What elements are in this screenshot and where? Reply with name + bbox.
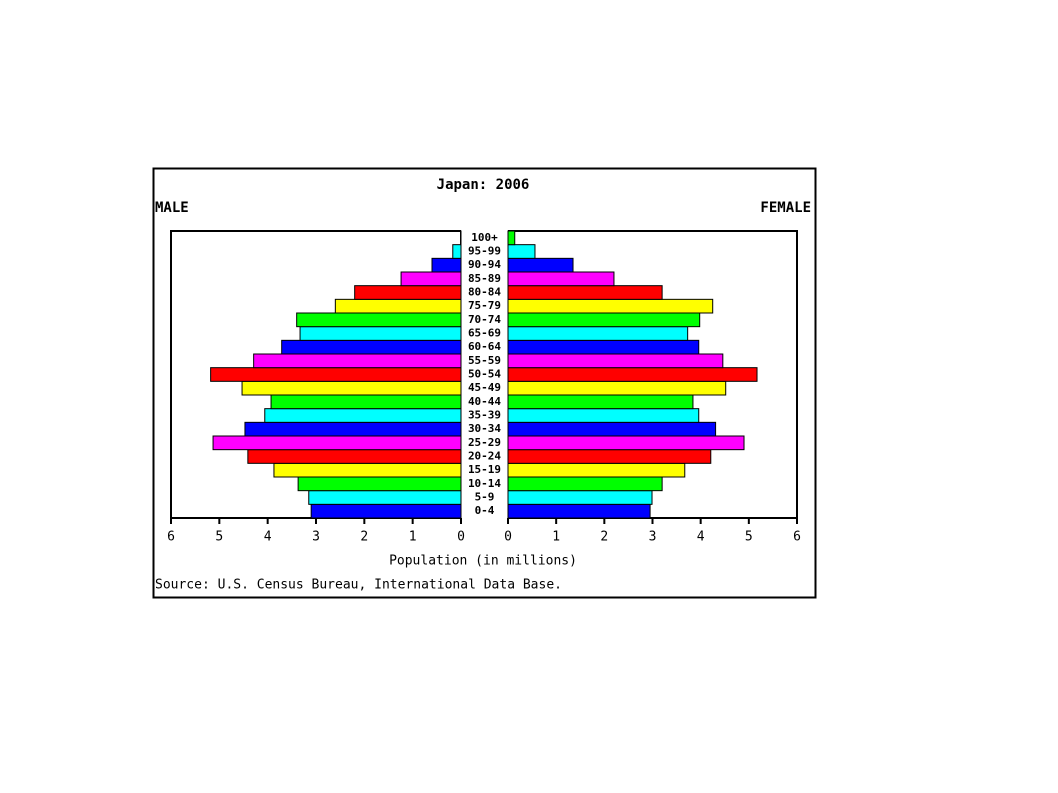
- source-note: Source: U.S. Census Bureau, Internationa…: [155, 578, 562, 593]
- male-bar: [270, 394, 462, 410]
- male-bar: [281, 339, 462, 355]
- age-label: 45-49: [468, 381, 501, 394]
- male-bar: [247, 449, 462, 464]
- x-tick-label: 2: [360, 530, 368, 545]
- x-tick-label: 0: [504, 530, 512, 545]
- male-bar: [308, 490, 462, 505]
- x-tick-label: 3: [312, 530, 320, 545]
- x-tick-label: 5: [215, 530, 223, 545]
- female-bar: [507, 462, 686, 478]
- x-tick-label: 4: [697, 530, 705, 545]
- female-bar: [507, 435, 745, 451]
- male-bar: [400, 271, 462, 287]
- age-label: 75-79: [468, 299, 501, 312]
- female-bar: [507, 503, 651, 519]
- age-label: 10-14: [468, 477, 501, 490]
- male-bar: [310, 503, 462, 519]
- age-label: 30-34: [468, 422, 501, 435]
- x-tick-label: 6: [793, 530, 801, 545]
- female-bar: [507, 394, 694, 410]
- female-bar: [507, 449, 712, 464]
- male-label: MALE: [155, 200, 189, 216]
- x-tick-label: 5: [745, 530, 753, 545]
- x-tick-label: 6: [167, 530, 175, 545]
- male-bar: [452, 244, 462, 259]
- male-bar: [334, 298, 462, 314]
- age-label: 95-99: [468, 245, 501, 258]
- male-bar: [241, 380, 462, 396]
- x-tick-label: 2: [600, 530, 608, 545]
- age-label: 5-9: [475, 491, 495, 504]
- male-bar: [297, 476, 462, 492]
- chart-title: Japan: 2006: [437, 177, 530, 193]
- female-bar: [507, 326, 689, 341]
- female-bar: [507, 490, 653, 505]
- female-bar: [507, 353, 724, 369]
- female-bar: [507, 312, 701, 328]
- age-label: 65-69: [468, 327, 501, 340]
- male-bar: [212, 435, 462, 451]
- female-bar: [507, 367, 758, 382]
- female-bar: [507, 271, 615, 287]
- age-label: 55-59: [468, 354, 501, 367]
- age-label: 85-89: [468, 272, 501, 285]
- female-bar: [507, 298, 714, 314]
- male-bar: [273, 462, 462, 478]
- male-bar: [210, 367, 462, 382]
- female-bar: [507, 257, 574, 273]
- age-label: 70-74: [468, 313, 501, 326]
- age-label: 100+: [471, 231, 498, 244]
- male-bar: [264, 408, 462, 423]
- x-tick-label: 1: [409, 530, 417, 545]
- x-axis-title: Population (in millions): [389, 554, 577, 569]
- age-label: 0-4: [475, 504, 495, 517]
- female-label: FEMALE: [760, 200, 811, 216]
- age-label: 25-29: [468, 436, 501, 449]
- age-label: 40-44: [468, 395, 501, 408]
- male-bar: [296, 312, 462, 328]
- female-bar: [507, 285, 663, 300]
- age-label: 80-84: [468, 286, 501, 299]
- male-bar: [253, 353, 462, 369]
- female-bar: [507, 380, 727, 396]
- age-label: 90-94: [468, 258, 501, 271]
- x-tick-label: 3: [649, 530, 657, 545]
- male-bar: [299, 326, 462, 341]
- age-label: 15-19: [468, 463, 501, 476]
- age-label: 35-39: [468, 409, 501, 422]
- female-bar: [507, 408, 700, 423]
- female-bar: [507, 230, 516, 246]
- male-bar: [354, 285, 462, 300]
- male-bar: [431, 257, 462, 273]
- female-bar: [507, 339, 700, 355]
- x-tick-label: 1: [552, 530, 560, 545]
- age-label: 50-54: [468, 368, 501, 381]
- male-bar: [244, 421, 462, 437]
- female-bar: [507, 421, 717, 437]
- x-tick-label: 0: [457, 530, 465, 545]
- female-bar: [507, 476, 663, 492]
- age-label: 60-64: [468, 340, 501, 353]
- age-label: 20-24: [468, 450, 501, 463]
- x-tick-label: 4: [264, 530, 272, 545]
- female-bar: [507, 244, 536, 259]
